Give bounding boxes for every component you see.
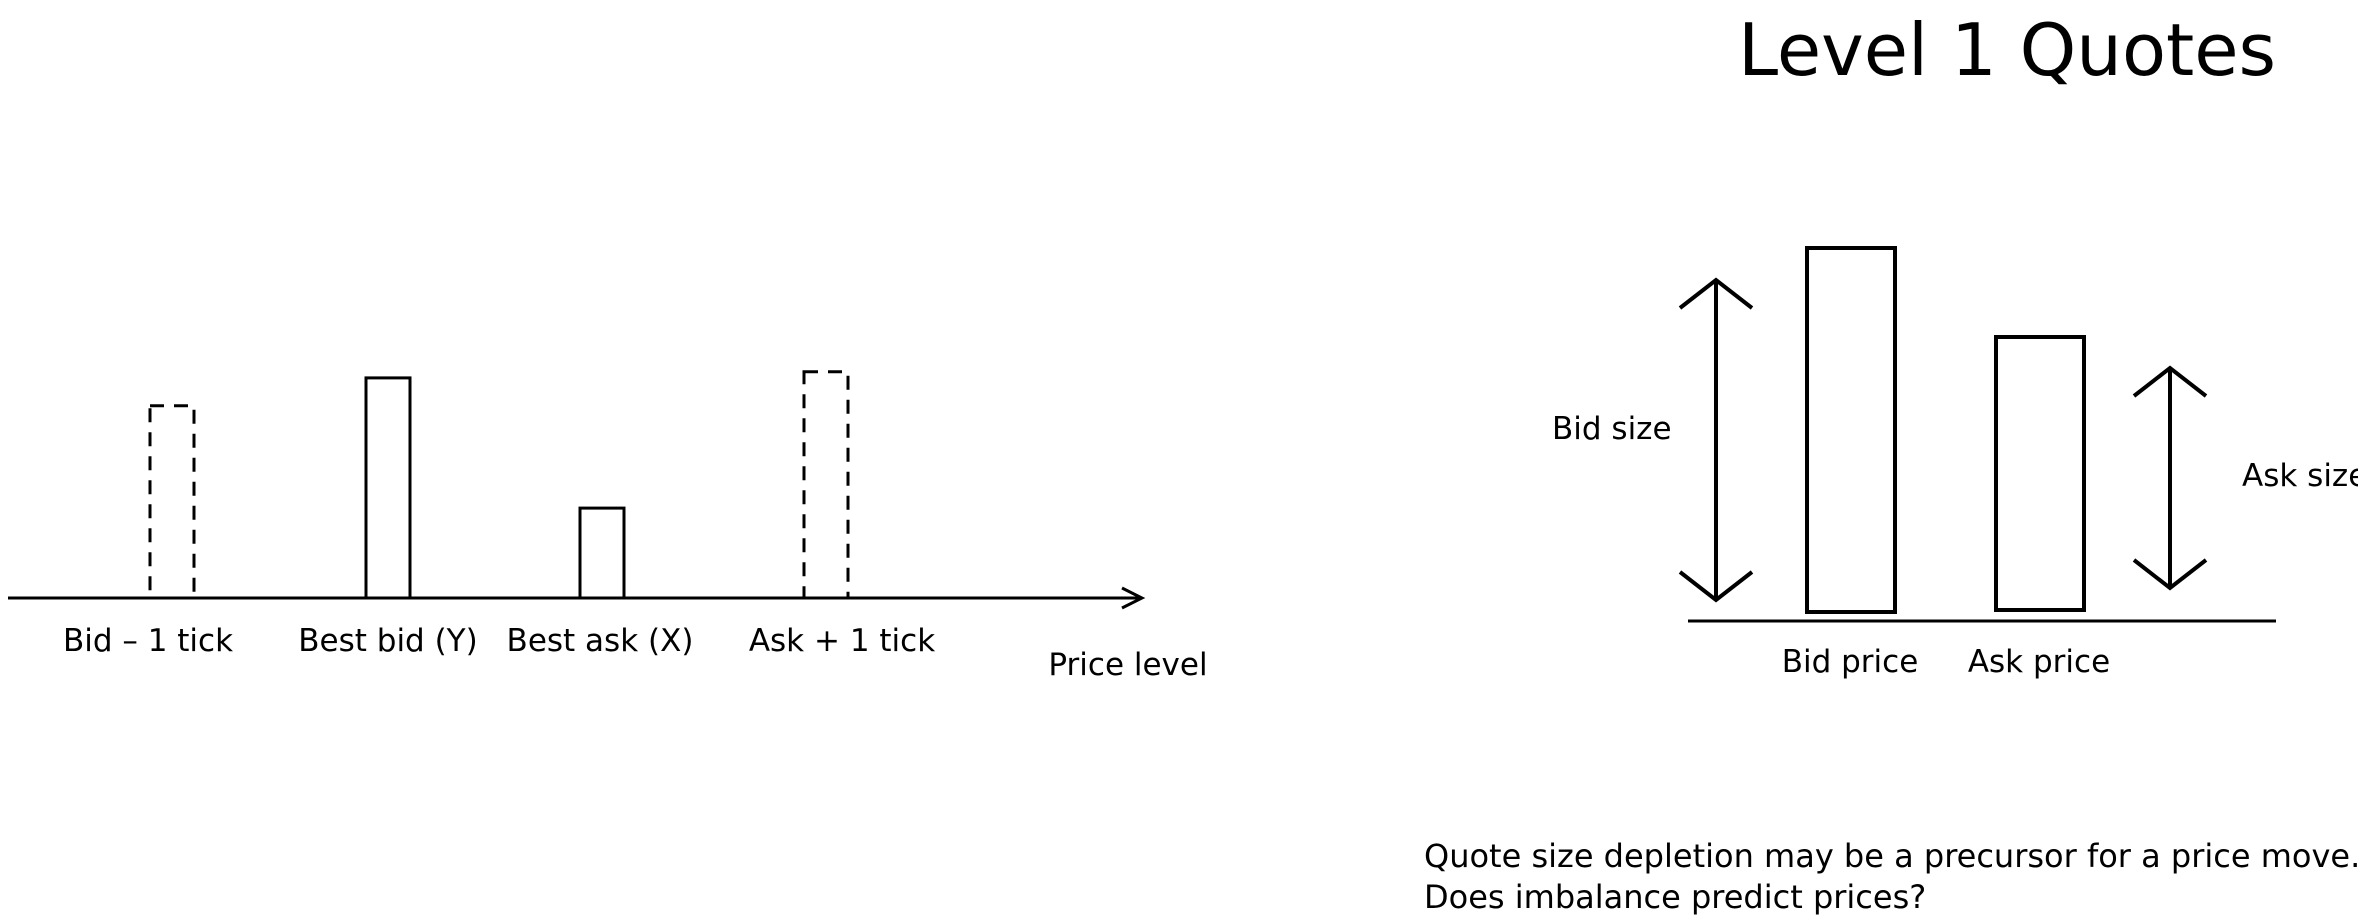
note-line-2: Does imbalance predict prices? xyxy=(1424,878,1927,916)
depth-label-best-bid-y: Best bid (Y) xyxy=(298,623,477,659)
level1-bar-ask-price xyxy=(1994,335,2086,612)
ask-size-arrow-head-top xyxy=(2132,365,2208,398)
price-level-label: Price level xyxy=(1048,647,1207,683)
level1-label-ask-price: Ask price xyxy=(1968,644,2110,680)
slide-title: Level 1 Quotes xyxy=(1738,8,2277,92)
depth-bar-best-bid-y xyxy=(364,376,412,600)
bid-size-label: Bid size xyxy=(1552,411,1672,447)
note-line-1: Quote size depletion may be a precursor … xyxy=(1424,837,2358,875)
price-axis-arrowhead xyxy=(1121,586,1146,610)
depth-bar-bid-1-tick xyxy=(148,404,196,600)
ask-size-arrow-head-bottom xyxy=(2132,558,2208,591)
depth-label-bid-1-tick: Bid – 1 tick xyxy=(63,623,233,659)
depth-bar-ask-1-tick xyxy=(802,370,850,600)
bid-size-arrow-head-bottom xyxy=(1678,570,1754,603)
bid-size-arrow-head-top xyxy=(1678,277,1754,310)
level1-label-bid-price: Bid price xyxy=(1782,644,1919,680)
level1-bar-bid-price xyxy=(1805,246,1897,614)
ask-size-label: Ask size xyxy=(2242,458,2358,494)
depth-bar-best-ask-x xyxy=(578,506,626,600)
depth-label-best-ask-x: Best ask (X) xyxy=(507,623,694,659)
depth-label-ask-1-tick: Ask + 1 tick xyxy=(749,623,935,659)
